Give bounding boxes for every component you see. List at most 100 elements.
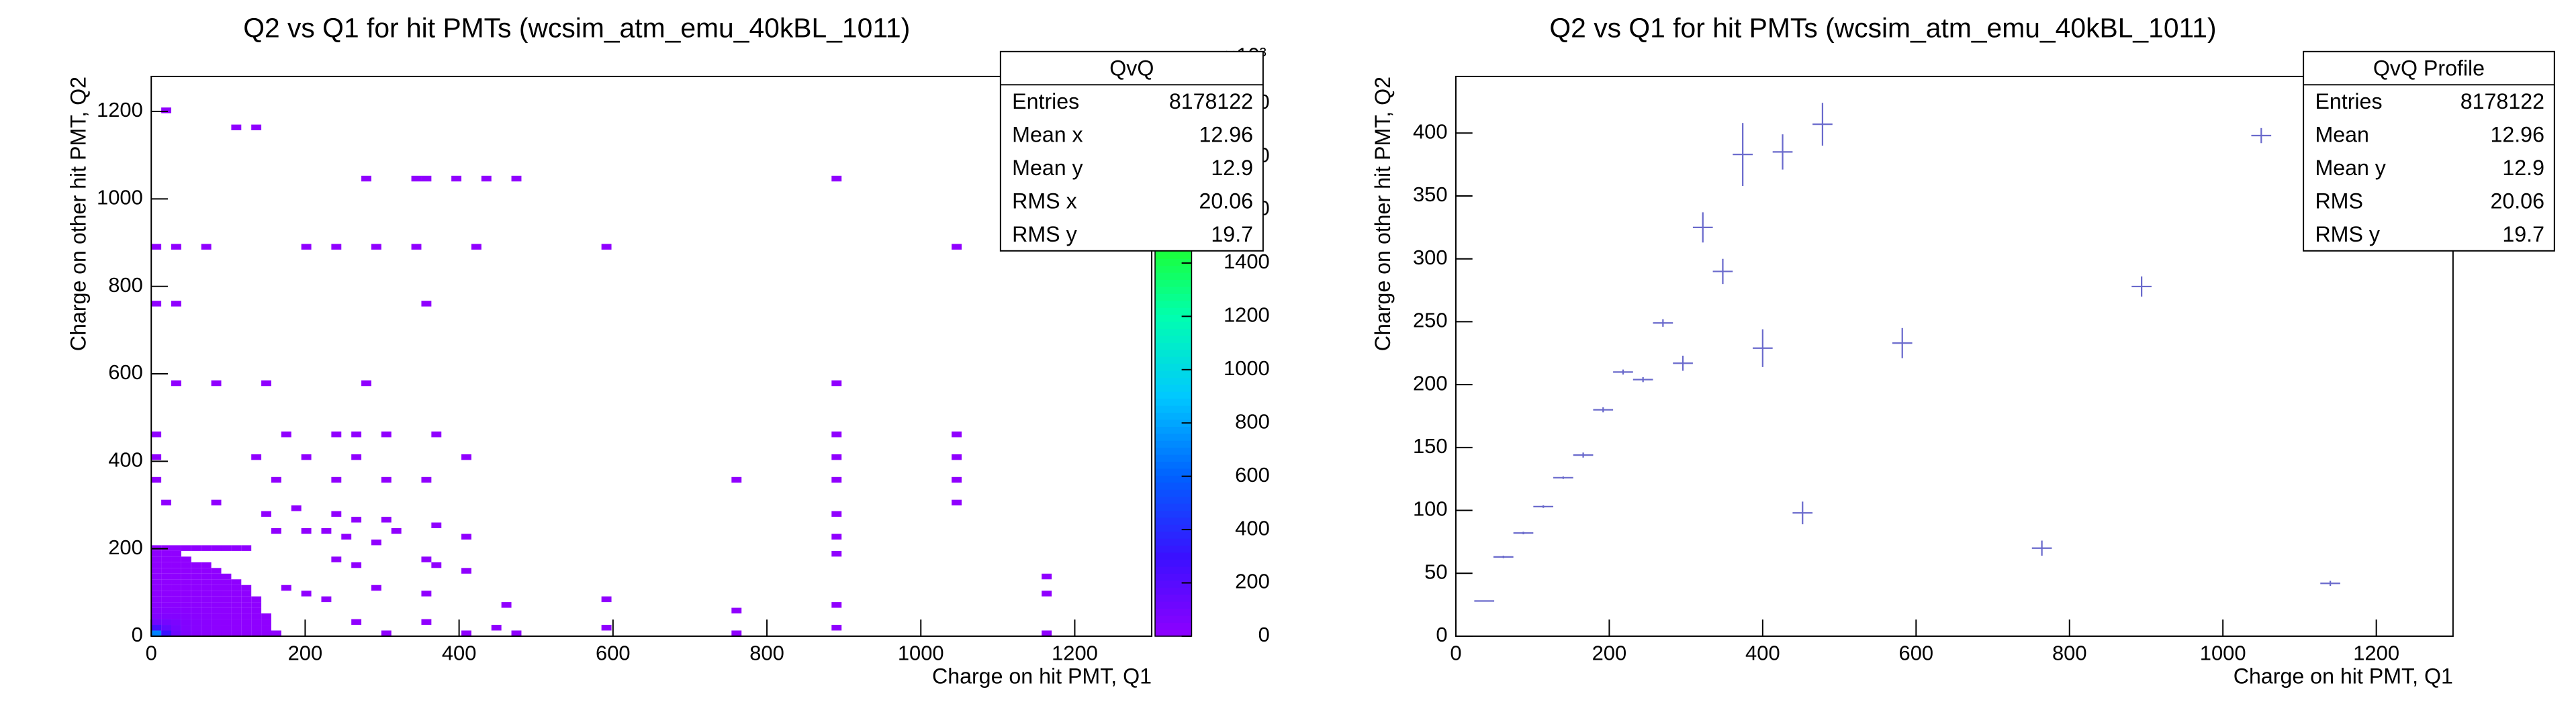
cell [411, 244, 422, 250]
cell [221, 619, 232, 625]
cell [831, 625, 842, 631]
colorbar-segment [1155, 265, 1192, 273]
colorbar-segment [1155, 293, 1192, 301]
cell [211, 602, 222, 608]
colorbar-segment [1155, 524, 1192, 532]
cell [181, 585, 191, 591]
cell [181, 607, 191, 614]
cell [261, 630, 271, 636]
cell [151, 579, 162, 585]
cell [231, 545, 242, 551]
stats-value: 12.9 [1211, 156, 1253, 180]
profile-point [1593, 407, 1614, 413]
z-tick-label: 200 [1235, 570, 1270, 593]
y-tick-label: 1200 [97, 98, 143, 121]
colorbar-segment [1155, 454, 1192, 462]
cell [211, 607, 222, 614]
cell [171, 556, 181, 562]
cell [1042, 573, 1052, 580]
y-tick-label: 150 [1413, 434, 1448, 458]
cell [181, 556, 191, 562]
colorbar-segment [1155, 566, 1192, 574]
colorbar-segment [1155, 349, 1192, 357]
cell [831, 454, 842, 460]
colorbar-segment [1155, 559, 1192, 567]
cell [331, 556, 342, 562]
cell [421, 476, 432, 483]
colorbar-segment [1155, 419, 1192, 427]
colorbar-segment [1155, 496, 1192, 504]
cell [952, 499, 962, 506]
cell [301, 244, 312, 250]
cell [221, 607, 232, 614]
cell [241, 585, 252, 591]
colorbar-segment [1155, 279, 1192, 287]
cell [171, 244, 181, 250]
colorbar-segment [1155, 580, 1192, 588]
profile-point [1493, 556, 1514, 558]
cell [221, 573, 232, 580]
colorbar-segment [1155, 356, 1192, 364]
colorbar-segment [1155, 272, 1192, 281]
cell [451, 175, 462, 182]
colorbar-segment [1155, 545, 1192, 553]
cell [221, 625, 232, 631]
x-tick-label: 0 [1450, 641, 1461, 664]
cell [191, 625, 201, 631]
x-tick-label: 800 [749, 641, 784, 664]
cell [221, 579, 232, 585]
cell [151, 301, 162, 307]
cell [151, 454, 162, 460]
cell [271, 476, 281, 483]
cell [251, 625, 262, 631]
cell [211, 573, 222, 580]
cell [171, 380, 181, 387]
cell [191, 562, 201, 568]
x-tick-label: 1000 [2200, 641, 2246, 664]
cell [171, 562, 181, 568]
cell [241, 619, 252, 625]
cell [421, 556, 432, 562]
cell [351, 517, 362, 523]
y-tick-label: 0 [132, 623, 143, 646]
cell [211, 579, 222, 585]
cell [201, 244, 212, 250]
x-axis-label: Charge on hit PMT, Q1 [2234, 664, 2453, 688]
cell [151, 585, 162, 591]
cell [181, 613, 191, 619]
profile-point [2131, 276, 2152, 297]
cell [831, 380, 842, 387]
y-axis-label: Charge on other hit PMT, Q2 [66, 77, 90, 351]
cell [161, 499, 172, 506]
cell [151, 568, 162, 574]
y-tick-label: 400 [1413, 119, 1448, 143]
stats-title: QvQ Profile [2373, 56, 2485, 81]
cell [211, 591, 222, 597]
colorbar-segment [1155, 384, 1192, 392]
profile-point [1533, 505, 1554, 508]
cell [271, 630, 281, 636]
cell [181, 625, 191, 631]
cell [161, 573, 172, 580]
cell [201, 607, 212, 614]
cell [381, 630, 392, 636]
cell [151, 244, 162, 250]
cell [181, 591, 191, 597]
cell [831, 550, 842, 557]
colorbar-segment [1155, 482, 1192, 490]
cell [221, 602, 232, 608]
stats-title: QvQ [1109, 56, 1154, 81]
cell [191, 579, 201, 585]
cell [361, 380, 371, 387]
colorbar-segment [1155, 286, 1192, 294]
cell [731, 630, 742, 636]
cell [241, 630, 252, 636]
plot-frame [150, 75, 1153, 637]
cell [351, 432, 362, 438]
cell [231, 124, 242, 131]
cell [831, 432, 842, 438]
colorbar-segment [1155, 314, 1192, 322]
y-tick-label: 100 [1413, 497, 1448, 521]
cell [241, 613, 252, 619]
